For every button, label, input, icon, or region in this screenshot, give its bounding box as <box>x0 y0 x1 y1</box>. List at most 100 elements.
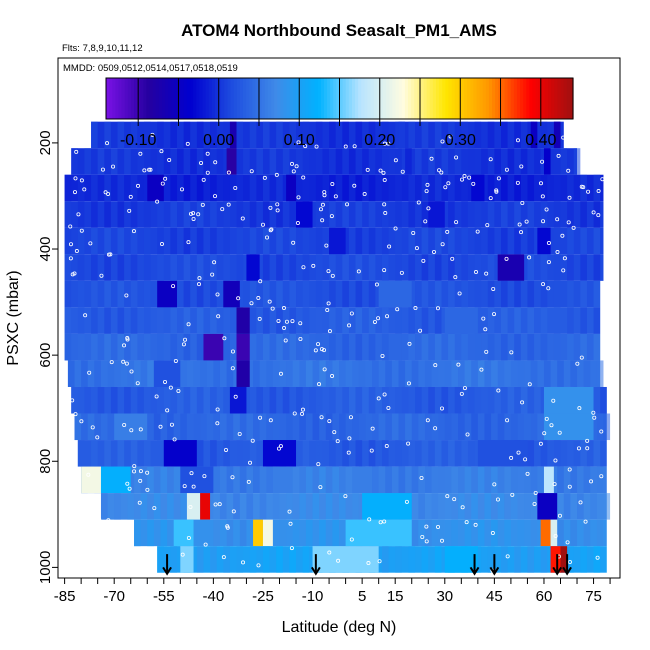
sample-point <box>532 501 537 506</box>
heatmap-streak <box>524 493 531 520</box>
sample-point <box>440 139 445 144</box>
heatmap-streak <box>467 386 475 414</box>
sample-point <box>566 168 571 173</box>
heatmap-streak <box>408 546 416 573</box>
sample-point <box>129 369 134 374</box>
sample-point <box>300 411 305 416</box>
sample-point <box>129 428 134 433</box>
heatmap-streak <box>124 386 131 414</box>
heatmap-streak <box>249 333 257 361</box>
colorbar-segment <box>395 78 400 119</box>
sample-point <box>509 350 514 355</box>
sample-point <box>591 410 596 415</box>
heatmap-streak <box>543 360 551 387</box>
sample-point <box>301 265 306 270</box>
heatmap-streak <box>603 493 611 520</box>
heatmap-streak <box>292 519 300 547</box>
heatmap-patch-10-0 <box>543 386 594 414</box>
heatmap-streak <box>210 280 217 308</box>
heatmap-streak <box>130 227 138 255</box>
colorbar-segment <box>158 78 163 119</box>
heatmap-streak <box>269 148 277 175</box>
heatmap-streak <box>289 201 297 228</box>
heatmap-streak <box>249 174 257 202</box>
heatmap-streak <box>424 360 432 387</box>
heatmap-patch-15-0 <box>173 519 194 547</box>
sample-point <box>423 219 428 224</box>
heatmap-streak <box>276 333 283 361</box>
heatmap-streak <box>64 254 72 281</box>
colorbar-segment <box>314 78 319 119</box>
sample-point <box>484 271 489 276</box>
sample-point <box>202 474 207 479</box>
heatmap-streak <box>339 493 346 520</box>
heatmap-streak <box>481 148 488 175</box>
sample-point <box>533 490 538 495</box>
heatmap-streak <box>262 201 270 228</box>
sample-point <box>87 544 92 549</box>
heatmap-streak <box>395 227 402 255</box>
sample-point <box>215 407 220 412</box>
heatmap-streak <box>130 333 138 361</box>
heatmap-streak <box>461 333 468 361</box>
heatmap-streak <box>177 386 184 414</box>
heatmap-streak <box>408 307 416 334</box>
heatmap-streak <box>196 546 204 573</box>
sample-point <box>524 219 529 224</box>
sample-point <box>278 444 283 449</box>
sample-point <box>382 178 387 183</box>
sample-point <box>347 436 352 441</box>
heatmap-streak <box>170 174 178 202</box>
heatmap-streak <box>395 174 402 202</box>
sample-point <box>437 168 442 173</box>
heatmap-streak <box>500 333 508 361</box>
profile-marker-group <box>162 554 572 576</box>
sample-point <box>420 534 425 539</box>
sample-point <box>159 242 164 247</box>
sample-point <box>452 497 457 502</box>
sample-point <box>275 202 280 207</box>
sample-point <box>316 462 321 467</box>
heatmap-streak <box>200 519 207 547</box>
heatmap-streak <box>593 174 601 202</box>
heatmap-streak <box>424 519 432 547</box>
sample-point <box>348 415 353 420</box>
colorbar-segment <box>177 78 182 119</box>
sample-point <box>491 286 496 291</box>
colorbar-segment <box>140 78 144 119</box>
sample-point <box>557 513 562 518</box>
colorbar-segment <box>336 78 341 119</box>
heatmap-streak <box>170 546 178 573</box>
sample-point <box>97 517 102 522</box>
heatmap-streak <box>77 174 85 202</box>
heatmap-streak <box>514 546 521 573</box>
heatmap-streak <box>464 360 472 387</box>
sample-point <box>160 181 165 186</box>
sample-point <box>186 536 191 541</box>
colorbar-segment <box>404 78 409 119</box>
sample-point <box>541 219 546 224</box>
sample-point <box>369 448 374 453</box>
sample-point <box>189 471 194 476</box>
sample-point <box>311 263 316 268</box>
sample-point <box>262 175 267 180</box>
heatmap-streak <box>312 493 320 520</box>
sample-point <box>556 153 561 158</box>
heatmap-streak <box>233 413 240 441</box>
sample-point <box>413 306 418 311</box>
sample-point <box>106 518 111 523</box>
sample-point <box>382 202 387 207</box>
heatmap-streak <box>421 333 429 361</box>
heatmap-streak <box>302 333 310 361</box>
sample-point <box>383 211 388 216</box>
heatmap-streak <box>381 121 389 149</box>
heatmap-streak <box>167 493 174 520</box>
sample-point <box>154 394 159 399</box>
heatmap-streak <box>104 333 111 361</box>
sample-point <box>283 338 288 343</box>
sample-point <box>222 336 227 341</box>
heatmap-streak <box>567 227 574 255</box>
sample-point <box>290 319 295 324</box>
colorbar-segment <box>264 78 269 119</box>
sample-point <box>585 438 590 443</box>
